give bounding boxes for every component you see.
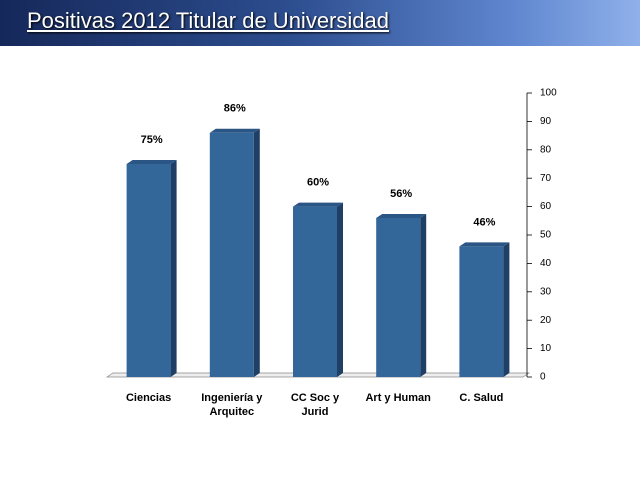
bar	[459, 246, 504, 377]
y-tick-label: 20	[540, 315, 552, 326]
bar	[376, 217, 421, 377]
data-label: 86%	[224, 103, 246, 115]
y-tick-label: 70	[540, 173, 552, 184]
header-banner	[0, 0, 640, 46]
y-tick-label: 50	[540, 230, 552, 241]
bar-side	[253, 128, 260, 377]
bar-side	[170, 160, 177, 377]
data-label: 46%	[473, 216, 495, 228]
x-tick-label: CC Soc y Jurid	[291, 392, 340, 418]
bar-side	[337, 202, 343, 377]
bar-top	[376, 213, 427, 218]
data-label: 75%	[141, 134, 163, 146]
y-tick-label: 0	[540, 372, 546, 383]
bar	[209, 132, 254, 377]
y-tick-label: 80	[540, 144, 552, 155]
x-tick-label: Ingeniería y Arquitec	[201, 392, 263, 418]
bar-top	[293, 202, 343, 207]
y-tick-label: 40	[540, 258, 552, 269]
bar-top	[126, 160, 177, 164]
y-tick-label: 60	[540, 201, 552, 212]
slide-title: Positivas 2012 Titular de Universidad	[27, 8, 389, 33]
y-tick-label: 100	[540, 88, 557, 99]
bar-top	[459, 242, 510, 247]
y-tick-label: 30	[540, 286, 552, 297]
x-tick-label: Ciencias	[126, 392, 171, 404]
bar-top	[209, 128, 260, 133]
x-tick-label: Art y Human	[365, 392, 431, 404]
x-tick-label: C. Salud	[459, 392, 503, 404]
bar-side	[420, 213, 427, 377]
bar-side	[503, 242, 510, 377]
data-label: 56%	[390, 188, 412, 200]
y-tick-label: 10	[540, 343, 552, 354]
data-label: 60%	[307, 177, 329, 189]
y-tick-label: 90	[540, 116, 552, 127]
bar	[293, 206, 337, 377]
bar	[126, 164, 171, 377]
